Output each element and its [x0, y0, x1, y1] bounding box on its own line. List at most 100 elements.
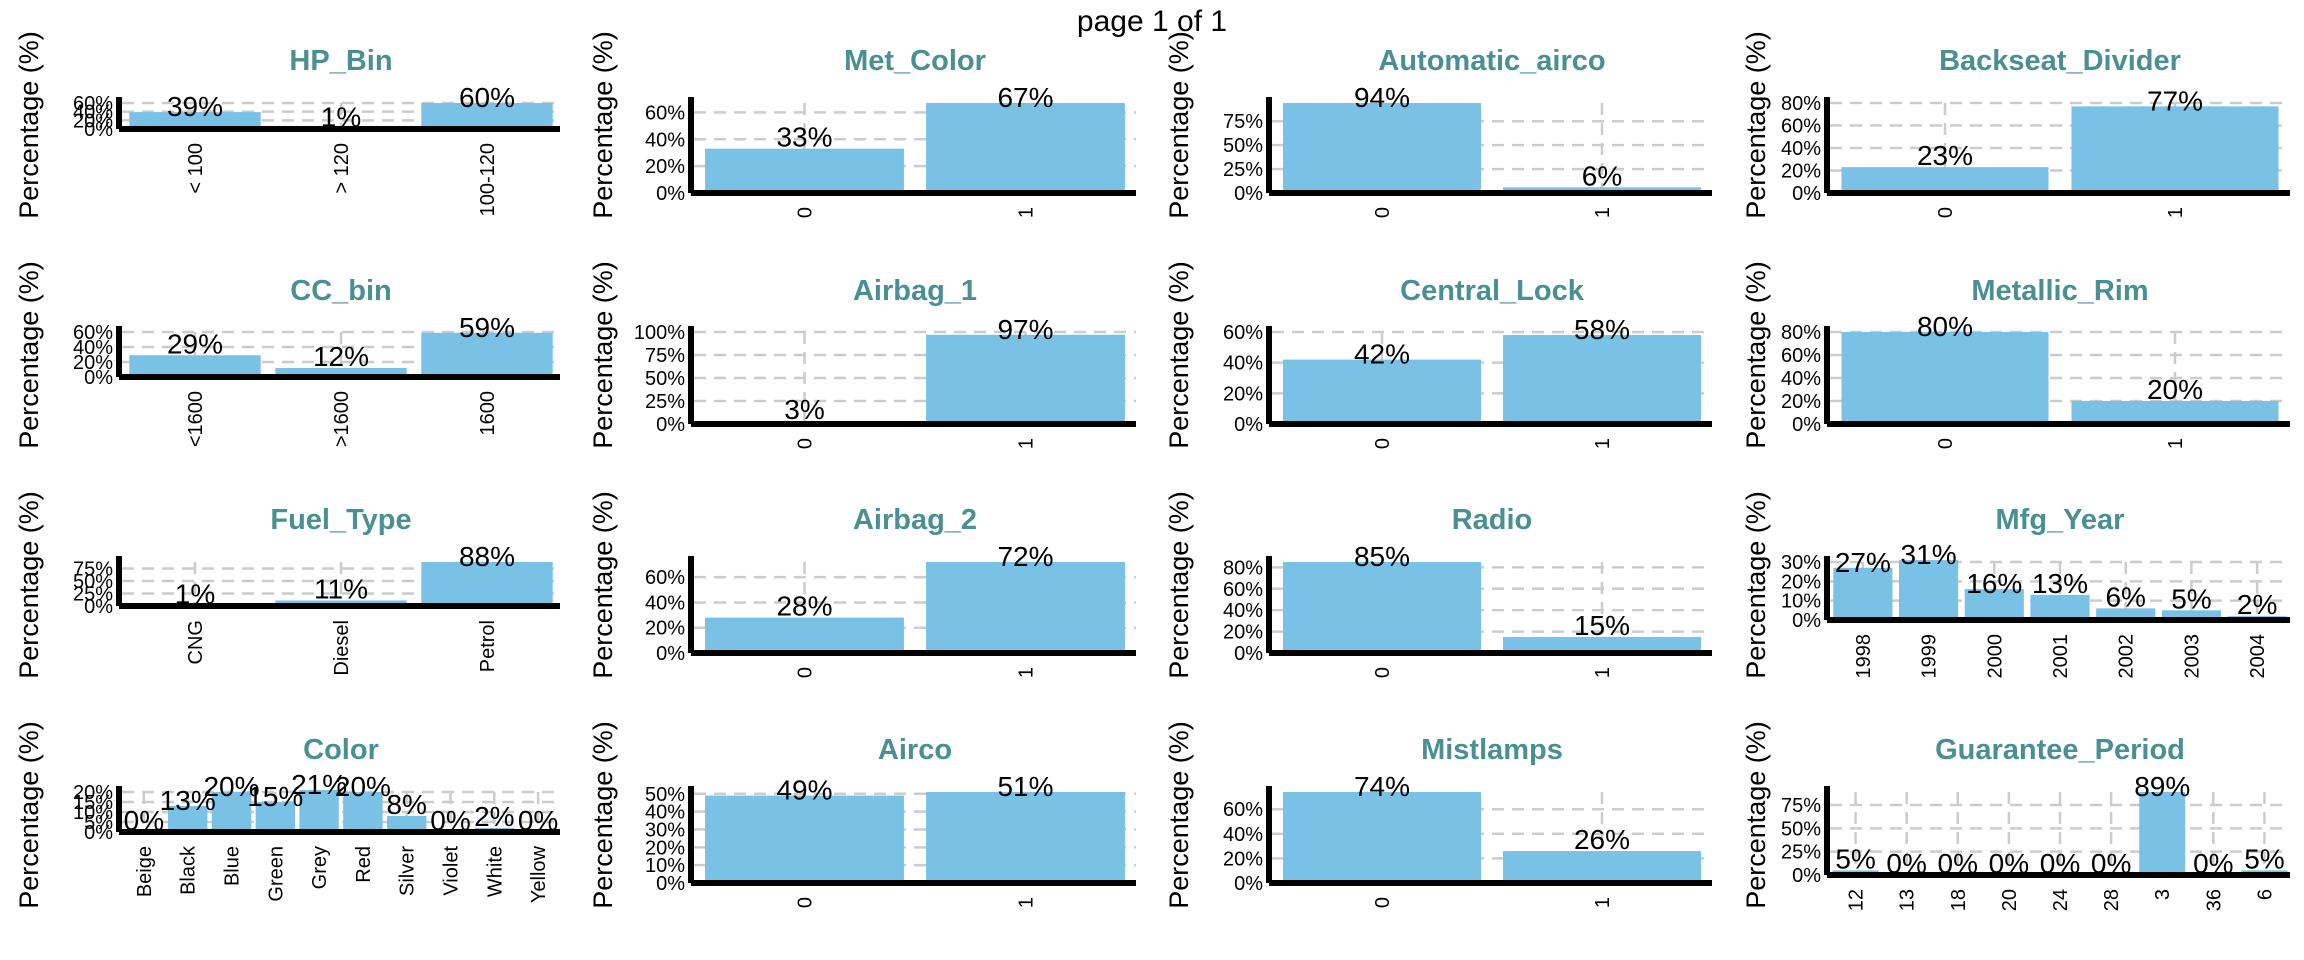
bar [1283, 103, 1481, 193]
bar [2071, 401, 2279, 424]
data-label: 15% [247, 781, 303, 812]
data-label: 29% [167, 328, 223, 359]
y-tick-label: 100% [634, 322, 685, 344]
data-label: 20% [2147, 374, 2203, 405]
chart-panel-radio: Radio Percentage (%) 0%20%40%60%80% 85% 15% 0… [1164, 491, 1712, 679]
y-tick-label: 25% [645, 391, 685, 413]
y-tick-label: 20% [73, 110, 113, 132]
bar [1503, 335, 1701, 424]
bar [275, 368, 407, 377]
x-tick-label: Petrol [477, 620, 499, 672]
data-label: 11% [314, 574, 368, 605]
chart-title: Guarantee_Period [1935, 734, 2185, 766]
chart-title: HP_Bin [289, 45, 392, 77]
y-tick-label: 40% [73, 337, 113, 359]
data-label: 2% [2237, 589, 2277, 620]
y-tick-label: 0% [1234, 643, 1263, 665]
x-tick-label: CNG [185, 620, 207, 664]
y-tick-label: 50% [645, 368, 685, 390]
y-axis-label: Percentage (%) [588, 31, 618, 219]
x-tick-label: >1600 [331, 391, 353, 447]
chart-panel-met-color: Met_Color Percentage (%) 0% 20% 40% 60% 33% 67%… [588, 31, 1136, 219]
y-axis-label: Percentage (%) [588, 261, 618, 449]
y-tick-label: 60% [1781, 116, 1821, 138]
bar [1283, 562, 1481, 653]
y-tick-label: 0% [84, 596, 113, 618]
data-label: 21% [291, 769, 347, 800]
y-tick-label: 60% [73, 322, 113, 344]
y-tick-label: 60% [645, 102, 685, 124]
data-label: 20% [203, 771, 259, 802]
data-label: 77% [2147, 85, 2203, 116]
data-label: 89% [2134, 771, 2190, 802]
y-tick-label: 75% [1781, 795, 1821, 817]
x-tick-label: 1 [2165, 207, 2187, 218]
chart-title: Airbag_1 [853, 275, 977, 307]
data-label: 94% [1354, 82, 1410, 113]
y-tick-label: 20% [645, 618, 685, 640]
y-tick-label: 0% [1792, 414, 1821, 436]
data-label: 8% [386, 789, 426, 820]
x-tick-label: 0 [1372, 897, 1394, 908]
x-tick-label: 1 [1016, 438, 1038, 449]
y-tick-label: 20% [1223, 383, 1263, 405]
x-tick-label: > 120 [331, 143, 353, 194]
chart-panel-airbag-2: Airbag_2 Percentage (%) 0% 20% 40% 60% 28% 72% 0… [588, 491, 1136, 679]
data-label: 13% [160, 785, 216, 816]
x-tick-label: 20 [1999, 889, 2021, 911]
bar [705, 795, 904, 883]
bar [421, 562, 553, 606]
x-tick-label: 3 [2152, 889, 2174, 900]
x-tick-label: 6 [2254, 889, 2276, 900]
chart-title: Radio [1452, 504, 1533, 536]
data-label: 72% [997, 541, 1053, 572]
data-label: 51% [997, 771, 1053, 802]
y-tick-label: 60% [1223, 799, 1263, 821]
y-tick-label: 5% [84, 812, 113, 834]
x-tick-label: 1600 [477, 391, 499, 436]
y-tick-label: 30% [645, 819, 685, 841]
data-label: 80% [1917, 311, 1973, 342]
y-tick-label: 20% [645, 156, 685, 178]
x-tick-label: 0 [1935, 207, 1957, 218]
y-tick-label: 60% [73, 93, 113, 115]
y-tick-label: 75% [645, 345, 685, 367]
y-tick-label: 40% [1781, 138, 1821, 160]
bar [299, 790, 339, 832]
x-tick-label: 1998 [1853, 634, 1875, 679]
x-tick-label: 1 [1592, 667, 1614, 678]
bar [926, 792, 1125, 883]
chart-title: Backseat_Divider [1939, 45, 2181, 77]
x-tick-label: Grey [309, 846, 331, 889]
bar [2096, 608, 2156, 620]
y-tick-label: 0% [84, 822, 113, 844]
bar [2071, 106, 2279, 193]
y-tick-label: 20% [1781, 161, 1821, 183]
bar [1283, 359, 1481, 424]
y-tick-label: 15% [73, 792, 113, 814]
y-tick-label: 25% [1781, 842, 1821, 864]
bar [129, 112, 261, 129]
x-tick-label: 0 [1935, 438, 1957, 449]
bar [2030, 594, 2090, 620]
y-axis-label: Percentage (%) [14, 261, 44, 449]
y-tick-label: 10% [645, 855, 685, 877]
bar [1964, 589, 2024, 620]
data-label: 59% [459, 312, 515, 343]
data-label: 60% [459, 82, 515, 113]
y-axis-label: Percentage (%) [14, 31, 44, 219]
data-label: 6% [2105, 581, 2145, 612]
x-tick-label: 1999 [1919, 634, 1941, 679]
bar [2161, 610, 2221, 620]
y-axis-label: Percentage (%) [1741, 261, 1771, 449]
x-tick-label: Blue [222, 846, 244, 886]
bar [1899, 560, 1959, 620]
y-tick-label: 20% [73, 782, 113, 804]
x-tick-label: 1 [1016, 207, 1038, 218]
bar [211, 792, 252, 832]
bar [926, 103, 1125, 193]
bar [421, 103, 553, 129]
chart-title: Airbag_2 [853, 504, 977, 536]
y-tick-label: 50% [645, 784, 685, 806]
